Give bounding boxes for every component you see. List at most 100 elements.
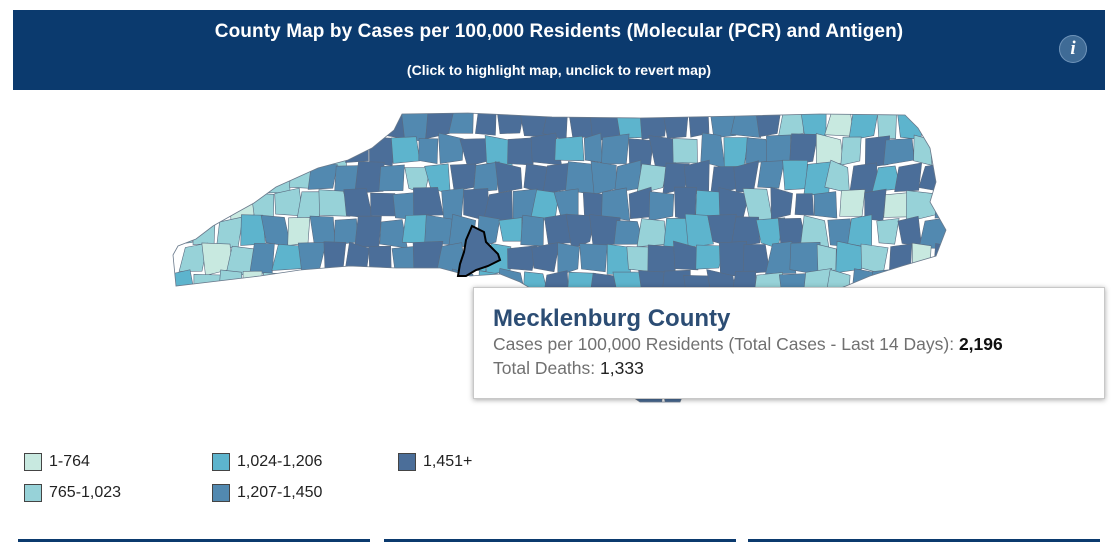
county-shape-214[interactable] (400, 268, 433, 302)
legend-item-bin4[interactable]: 1,207-1,450 (212, 484, 322, 506)
county-shape-209[interactable] (283, 274, 316, 302)
county-shape-241[interactable] (250, 297, 277, 327)
county-shape-274[interactable] (216, 322, 238, 358)
county-shape-211[interactable] (330, 269, 359, 303)
county-shape-72[interactable] (260, 162, 291, 194)
county-shape-177[interactable] (344, 241, 370, 275)
county-shape-243[interactable] (295, 297, 326, 329)
county-shape-64[interactable] (883, 138, 915, 166)
county-shape-94[interactable] (782, 159, 808, 191)
county-shape-59[interactable] (766, 134, 792, 163)
county-shape-6[interactable] (310, 107, 337, 139)
county-shape-134[interactable] (934, 186, 961, 219)
county-shape-51[interactable] (583, 132, 603, 163)
county-shape-50[interactable] (554, 135, 585, 162)
county-shape-67[interactable] (953, 134, 983, 165)
county-shape-201[interactable] (911, 242, 932, 273)
county-shape-195[interactable] (765, 241, 797, 275)
county-shape-249[interactable] (439, 298, 468, 325)
county-shape-66[interactable] (933, 133, 960, 167)
county-shape-140[interactable] (260, 214, 292, 247)
legend-item-bin2[interactable]: 765-1,023 (24, 484, 121, 506)
county-shape-242[interactable] (272, 299, 300, 328)
county-shape-213[interactable] (377, 271, 410, 304)
county-shape-122[interactable] (648, 191, 675, 222)
county-shape-208[interactable] (260, 272, 290, 299)
county-shape-168[interactable] (918, 217, 947, 249)
county-shape-62[interactable] (840, 136, 862, 166)
county-shape-215[interactable] (425, 268, 453, 303)
county-shape-307[interactable] (201, 355, 229, 379)
county-shape-76[interactable] (354, 161, 385, 194)
county-shape-69[interactable] (189, 160, 216, 193)
county-shape-191[interactable] (673, 240, 702, 271)
county-shape-165[interactable] (847, 214, 873, 249)
county-shape-36[interactable] (224, 132, 254, 163)
county-shape-12[interactable] (448, 113, 474, 134)
info-icon[interactable]: i (1059, 35, 1087, 63)
county-shape-120[interactable] (601, 187, 631, 221)
county-shape-187[interactable] (579, 243, 608, 273)
county-shape-306[interactable] (178, 351, 205, 380)
county-shape-34[interactable] (180, 137, 209, 162)
county-shape-82[interactable] (494, 161, 523, 194)
county-shape-248[interactable] (417, 300, 441, 327)
county-shape-128[interactable] (794, 193, 815, 216)
county-shape-86[interactable] (590, 160, 617, 195)
county-shape-347[interactable] (331, 378, 363, 411)
county-shape-309[interactable] (248, 349, 279, 379)
county-shape-135[interactable] (955, 188, 980, 217)
county-shape-308[interactable] (228, 352, 255, 378)
county-shape-158[interactable] (684, 213, 714, 248)
county-shape-41[interactable] (343, 133, 369, 163)
county-shape-25[interactable] (755, 109, 782, 137)
county-shape-143[interactable] (333, 218, 359, 246)
county-shape-277[interactable] (283, 322, 312, 355)
county-shape-22[interactable] (688, 107, 710, 138)
county-shape-206[interactable] (218, 269, 244, 300)
county-shape-184[interactable] (507, 245, 538, 271)
county-shape-3[interactable] (237, 109, 265, 137)
county-shape-112[interactable] (413, 187, 444, 216)
county-shape-212[interactable] (354, 267, 385, 303)
county-shape-109[interactable] (343, 188, 373, 219)
legend-item-bin1[interactable]: 1-764 (24, 453, 90, 475)
county-shape-345[interactable] (289, 380, 314, 407)
county-shape-100[interactable] (918, 163, 944, 193)
county-shape-2[interactable] (213, 106, 245, 142)
county-shape-344[interactable] (259, 378, 286, 409)
county-shape-272[interactable] (166, 326, 197, 356)
county-shape-245[interactable] (344, 297, 374, 331)
county-shape-199[interactable] (860, 243, 889, 275)
county-shape-167[interactable] (897, 215, 922, 247)
county-shape-132[interactable] (883, 192, 910, 218)
county-mecklenburg-highlight[interactable] (456, 224, 502, 277)
county-shape-175[interactable] (297, 241, 327, 271)
county-shape-280[interactable] (354, 323, 385, 354)
county-shape-278[interactable] (312, 321, 334, 355)
county-shape-153[interactable] (565, 213, 596, 250)
county-shape-14[interactable] (496, 107, 526, 135)
county-shape-340[interactable] (167, 377, 196, 411)
county-shape-170[interactable] (178, 242, 208, 272)
county-shape-352[interactable] (449, 377, 476, 409)
legend-item-bin3[interactable]: 1,024-1,206 (212, 453, 322, 475)
county-shape-351[interactable] (430, 376, 454, 406)
county-shape-190[interactable] (647, 244, 679, 273)
county-shape-44[interactable] (418, 138, 439, 164)
county-shape-80[interactable] (449, 163, 477, 192)
county-shape-4[interactable] (260, 109, 287, 141)
county-shape-315[interactable] (389, 352, 419, 382)
county-shape-202[interactable] (933, 243, 959, 273)
county-shape-160[interactable] (730, 216, 761, 248)
county-shape-13[interactable] (475, 110, 497, 136)
county-shape-169[interactable] (943, 214, 972, 245)
county-shape-70[interactable] (215, 162, 243, 189)
county-shape-87[interactable] (614, 159, 642, 193)
county-shape-311[interactable] (298, 351, 323, 377)
county-shape-210[interactable] (310, 274, 335, 298)
county-shape-348[interactable] (355, 377, 382, 410)
county-shape-52[interactable] (601, 133, 630, 165)
county-shape-316[interactable] (413, 348, 439, 382)
county-shape-40[interactable] (318, 134, 347, 168)
